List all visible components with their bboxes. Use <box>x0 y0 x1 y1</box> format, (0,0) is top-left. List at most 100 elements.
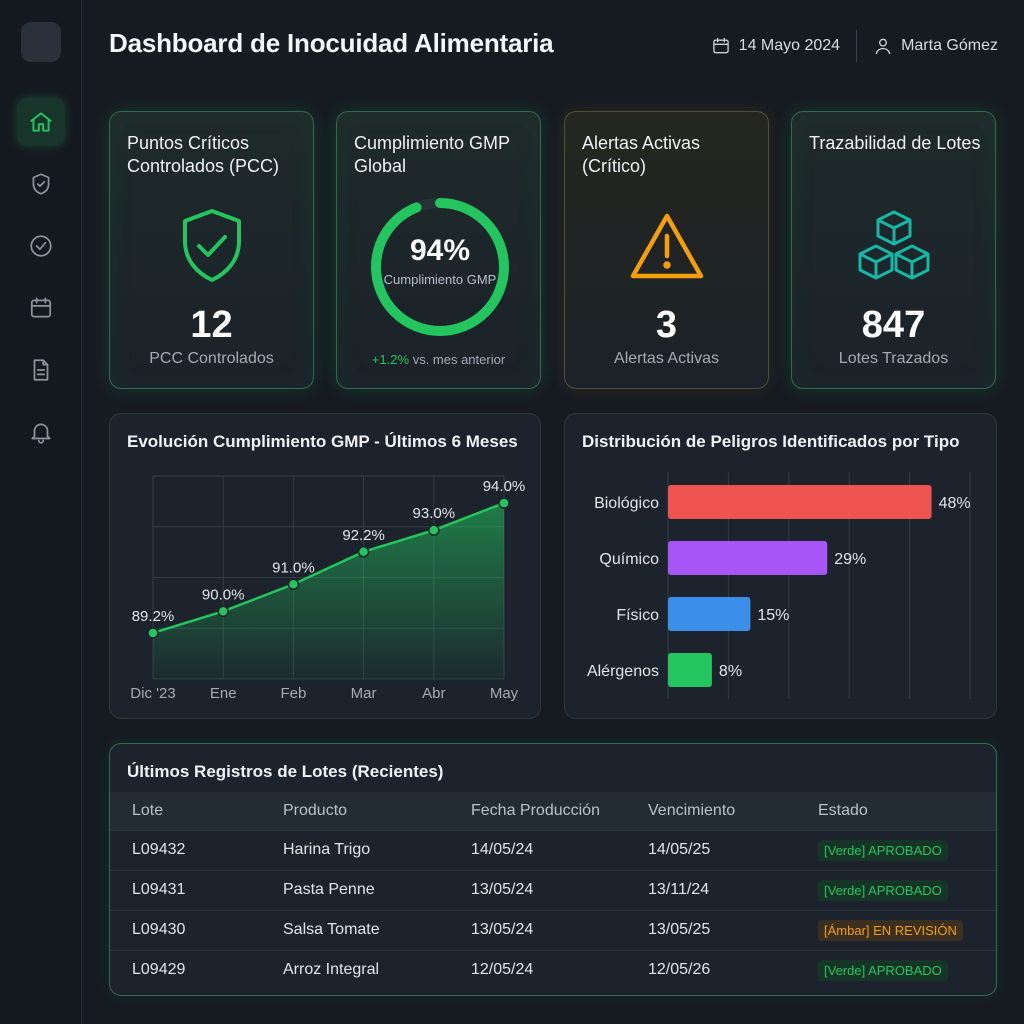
cell-venc: 13/05/25 <box>648 909 818 950</box>
cell-producto: Harina Trigo <box>283 829 471 870</box>
column-header[interactable]: Estado <box>818 801 868 819</box>
table-row[interactable]: L09432 Harina Trigo 14/05/24 14/05/25 [Verde… <box>110 829 996 870</box>
header-meta: 14 Mayo 2024 Marta Gómez <box>711 30 998 62</box>
header-divider <box>856 30 858 62</box>
sidebar-item-notifications[interactable] <box>17 408 65 456</box>
cell-venc: 14/05/25 <box>648 829 818 870</box>
table-row[interactable]: L09429 Arroz Integral 12/05/24 12/05/26 [Ver… <box>110 949 996 990</box>
status-badge: [Ámbar] EN REVISIÓN <box>818 919 963 941</box>
gmp-trend-panel: Evolución Cumplimiento GMP - Últimos 6 M… <box>109 413 541 719</box>
sidebar-item-home[interactable] <box>17 98 65 146</box>
user-menu[interactable]: Marta Gómez <box>873 36 998 56</box>
column-header[interactable]: Vencimiento <box>648 801 736 819</box>
bar <box>668 485 932 519</box>
x-tick-label: May <box>490 685 519 702</box>
data-label: 8% <box>719 663 742 680</box>
sidebar-item-documents[interactable] <box>17 346 65 394</box>
page-title: Dashboard de Inocuidad Alimentaria <box>109 28 554 58</box>
bar <box>668 597 751 631</box>
category-label: Alérgenos <box>587 663 659 680</box>
data-label: 94.0% <box>483 478 526 495</box>
data-point <box>428 524 440 536</box>
shield-check-icon <box>32 173 50 195</box>
kpi-icon-wrap <box>565 204 768 284</box>
x-tick-label: Feb <box>280 685 306 702</box>
gmp-gauge: 94% Cumplimiento GMP <box>367 194 513 340</box>
delta-text: vs. mes anterior <box>412 352 506 367</box>
cell-estado: [Verde] APROBADO <box>818 829 996 870</box>
data-label: 90.0% <box>202 586 245 603</box>
series-line <box>152 501 505 635</box>
cell-lote: L09432 <box>110 829 283 870</box>
table-row[interactable]: L09430 Salsa Tomate 13/05/24 13/05/25 [Ámbar… <box>110 909 996 950</box>
kpi-value: 3 <box>655 304 678 346</box>
cell-fecha: 12/05/24 <box>471 949 648 990</box>
sidebar <box>0 0 82 1024</box>
kpi-card-pcc[interactable]: Puntos Críticos Controlados (PCC) 12 PCC… <box>109 111 314 389</box>
kpi-value: 12 <box>190 304 233 346</box>
cell-venc: 12/05/26 <box>648 949 818 990</box>
kpi-label: Lotes Trazados <box>838 350 949 367</box>
panel-title: Evolución Cumplimiento GMP - Últimos 6 M… <box>127 432 518 451</box>
kpi-title: Trazabilidad de Lotes <box>809 133 981 153</box>
sidebar-item-security[interactable] <box>17 160 65 208</box>
calendar-icon <box>30 297 52 318</box>
column-header[interactable]: Producto <box>283 801 348 819</box>
home-icon <box>30 112 52 132</box>
data-label: 91.0% <box>272 559 315 576</box>
kpi-card-alerts[interactable]: Alertas Activas (Crítico) 3 Alertas Acti… <box>564 111 769 389</box>
column-header[interactable]: Fecha Producción <box>471 801 600 819</box>
kpi-title: Cumplimiento GMP Global <box>354 133 510 176</box>
gauge-ring <box>371 198 509 336</box>
x-tick-label: Ene <box>210 685 237 702</box>
column-header[interactable]: Lote <box>132 801 164 819</box>
kpi-card-gmp[interactable]: Cumplimiento GMP Global 94% Cumplimiento… <box>336 111 541 389</box>
cell-fecha: 14/05/24 <box>471 829 648 870</box>
data-point <box>357 546 370 558</box>
cell-fecha: 13/05/24 <box>471 909 648 950</box>
sidebar-item-tasks[interactable] <box>17 222 65 270</box>
status-badge: [Verde] APROBADO <box>818 839 948 861</box>
gauge-label: Cumplimiento GMP <box>383 272 497 287</box>
sidebar-item-calendar[interactable] <box>17 284 65 332</box>
check-circle-icon <box>30 235 52 257</box>
bell-icon <box>31 423 51 444</box>
status-badge: [Verde] APROBADO <box>818 959 948 981</box>
bar <box>668 541 828 575</box>
delta-value: +1.2% <box>371 352 410 367</box>
cell-lote: L09429 <box>110 949 283 990</box>
app-logo[interactable] <box>21 22 61 62</box>
data-label: 15% <box>757 607 789 624</box>
cell-lote: L09430 <box>110 909 283 950</box>
x-tick-label: Dic '23 <box>130 685 175 702</box>
data-label: 92.2% <box>342 527 385 544</box>
cell-venc: 13/11/24 <box>648 869 818 910</box>
cell-estado: [Ámbar] EN REVISIÓN <box>818 909 996 950</box>
hazard-distribution-panel: Distribución de Peligros Identificados p… <box>564 413 997 719</box>
cell-producto: Arroz Integral <box>283 949 471 990</box>
data-point <box>287 578 300 591</box>
calendar-icon <box>712 37 729 54</box>
cell-lote: L09431 <box>110 869 283 910</box>
data-point <box>217 605 229 618</box>
user-name: Marta Gómez <box>901 37 998 54</box>
gmp-delta: +1.2% vs. mes anterior <box>337 352 540 367</box>
hazard-bar-chart: Biológico 48% Químico 29% Físico 15% Alérgenos… <box>587 472 971 699</box>
cell-estado: [Verde] APROBADO <box>818 869 996 910</box>
cell-producto: Pasta Penne <box>283 869 471 910</box>
current-date: 14 Mayo 2024 <box>738 37 841 54</box>
kpi-icon-wrap <box>792 204 995 286</box>
date-display[interactable]: 14 Mayo 2024 <box>711 36 840 56</box>
category-label: Químico <box>599 551 659 568</box>
kpi-title: Alertas Activas (Crítico) <box>582 133 701 176</box>
data-point <box>147 627 159 639</box>
lots-table-card: Últimos Registros de Lotes (Recientes) L… <box>109 743 997 996</box>
table-title: Últimos Registros de Lotes (Recientes) <box>127 762 444 781</box>
kpi-card-lots[interactable]: Trazabilidad de Lotes 847 Lotes Trazados <box>791 111 996 389</box>
kpi-label: Alertas Activas <box>614 350 719 367</box>
table-row[interactable]: L09431 Pasta Penne 13/05/24 13/11/24 [Verde]… <box>110 869 996 910</box>
data-label: 93.0% <box>413 505 456 522</box>
kpi-label: PCC Controlados <box>149 350 274 367</box>
kpi-value: 847 <box>861 304 926 346</box>
data-point <box>498 497 510 509</box>
